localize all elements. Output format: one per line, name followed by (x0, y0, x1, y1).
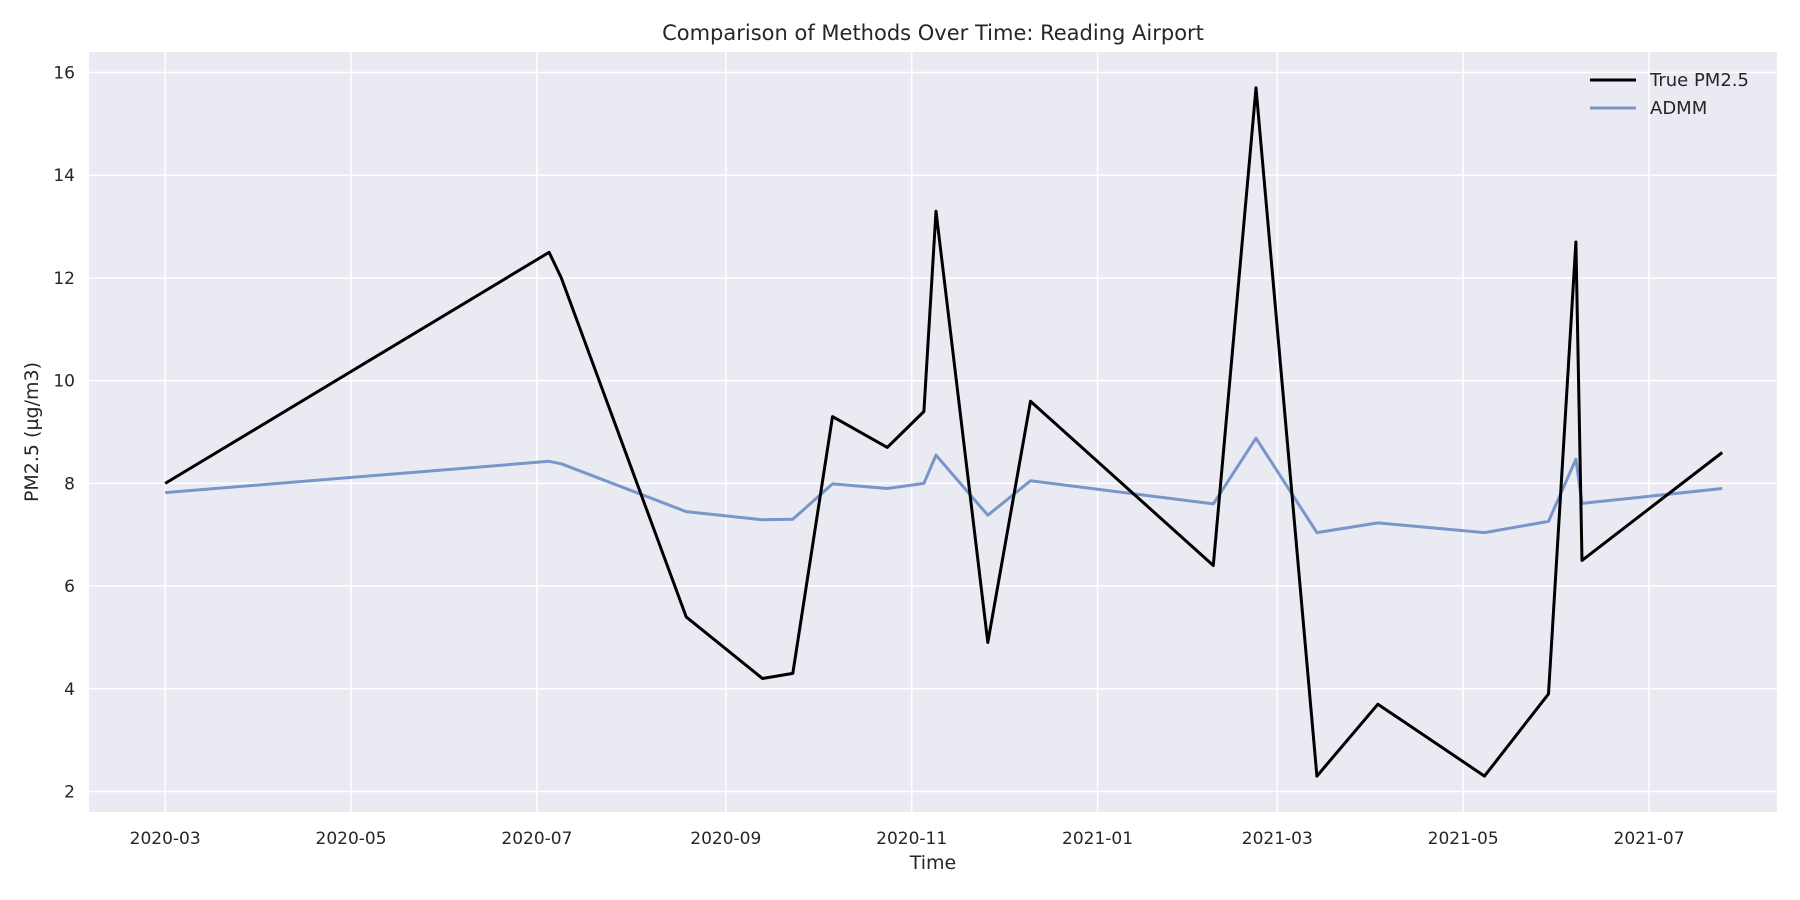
x-tick-label: 2021-07 (1614, 829, 1685, 849)
series-lines (164, 86, 1724, 778)
x-tick-label: 2020-03 (130, 829, 201, 849)
y-tick-label: 2 (64, 782, 75, 802)
legend: True PM2.5 ADMM (1590, 70, 1749, 119)
x-tick-label: 2020-09 (690, 829, 761, 849)
legend-label: ADMM (1650, 98, 1707, 119)
y-tick-labels: 2 4 6 8 10 12 14 16 (53, 64, 75, 803)
x-tick-label: 2021-05 (1428, 829, 1499, 849)
legend-label: True PM2.5 (1649, 70, 1749, 91)
x-axis-label: Time (909, 852, 957, 874)
x-tick-label: 2020-05 (316, 829, 387, 849)
y-tick-label: 10 (53, 372, 75, 392)
grid-lines (89, 52, 1777, 812)
series-line-true-pm25 (164, 86, 1724, 778)
x-tick-label: 2021-01 (1062, 829, 1133, 849)
y-tick-label: 14 (53, 166, 75, 186)
y-tick-label: 8 (64, 474, 75, 494)
series-line-admm (165, 436, 1723, 535)
x-tick-label: 2020-11 (876, 829, 947, 849)
y-tick-label: 4 (64, 680, 75, 700)
y-tick-label: 6 (64, 577, 75, 597)
y-axis-label: PM2.5 (µg/m3) (21, 362, 43, 502)
x-tick-label: 2020-07 (501, 829, 572, 849)
y-tick-label: 16 (53, 64, 75, 84)
y-tick-label: 12 (53, 269, 75, 289)
chart-title: Comparison of Methods Over Time: Reading… (662, 21, 1204, 45)
x-tick-labels: 2020-03 2020-05 2020-07 2020-09 2020-11 2021-… (130, 829, 1685, 849)
x-tick-label: 2021-03 (1242, 829, 1313, 849)
plot-background (89, 52, 1777, 812)
